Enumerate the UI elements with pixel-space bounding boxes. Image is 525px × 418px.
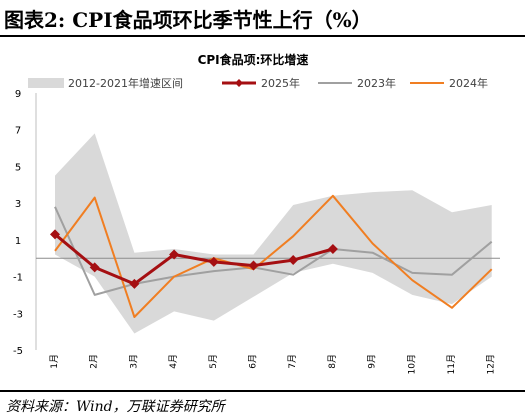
title-rule xyxy=(0,35,525,37)
x-axis-ticks: 1月 2月 3月 4月 5月 6月 7月 8月 9月 10月 11月 12月 xyxy=(49,354,497,374)
legend-label-2024年: 2024年 xyxy=(449,76,488,90)
series-marker-2025年 xyxy=(129,278,140,289)
legend-label-2025年: 2025年 xyxy=(261,76,300,90)
legend-swatch-range-band xyxy=(28,78,64,88)
series-marker-2025年 xyxy=(89,262,100,273)
x-tick-label: 7月 xyxy=(287,354,298,369)
y-tick-label: -3 xyxy=(13,309,23,320)
series-marker-2025年 xyxy=(327,244,338,255)
series-marker-2025年 xyxy=(208,256,219,267)
y-tick-label: 5 xyxy=(15,162,21,173)
legend-marker-2025年 xyxy=(235,79,243,87)
x-tick-label: 10月 xyxy=(406,354,417,374)
x-tick-label: 1月 xyxy=(49,354,60,369)
legend-label-range-band: 2012-2021年增速区间 xyxy=(68,76,183,90)
x-tick-label: 12月 xyxy=(486,354,497,374)
series-line-2025年 xyxy=(54,233,334,286)
series-marker-2025年 xyxy=(169,249,180,260)
series-line-2023年 xyxy=(54,206,493,296)
series-marker-2025年 xyxy=(248,260,259,271)
series-marker-2025年 xyxy=(50,229,60,240)
y-tick-label: 7 xyxy=(15,126,21,137)
range-band-layer xyxy=(55,133,492,334)
x-tick-label: 4月 xyxy=(168,354,179,369)
y-tick-label: 1 xyxy=(15,236,21,247)
x-tick-label: 11月 xyxy=(446,354,457,374)
range-band-area xyxy=(55,133,492,334)
chart-title: CPI食品项:环比增速 xyxy=(198,52,309,67)
figure-title: 图表2: CPI食品项环比季节性上行（%） xyxy=(4,8,372,32)
legend-label-2023年: 2023年 xyxy=(357,76,396,90)
y-tick-label: -5 xyxy=(13,346,23,357)
series-line-2024年 xyxy=(54,194,493,318)
x-tick-label: 8月 xyxy=(327,354,338,369)
x-tick-label: 5月 xyxy=(208,354,219,369)
figure-source: 资料来源：Wind，万联证券研究所 xyxy=(6,399,225,415)
y-tick-label: -1 xyxy=(13,273,23,284)
y-tick-label: 9 xyxy=(15,89,21,100)
chart: CPI食品项:环比增速 2012-2021年增速区间 2025年 2023年 2024… xyxy=(13,52,500,374)
x-tick-label: 2月 xyxy=(89,354,100,369)
y-tick-label: 3 xyxy=(15,199,21,210)
source-rule xyxy=(0,390,525,392)
series-layer xyxy=(50,194,493,318)
y-axis-ticks: 9 7 5 3 1 -1 -3 -5 xyxy=(13,89,23,357)
x-tick-label: 3月 xyxy=(128,354,139,369)
legend: 2012-2021年增速区间 2025年 2023年 2024年 xyxy=(28,76,488,90)
x-tick-label: 9月 xyxy=(367,354,378,369)
x-tick-label: 6月 xyxy=(248,354,259,369)
